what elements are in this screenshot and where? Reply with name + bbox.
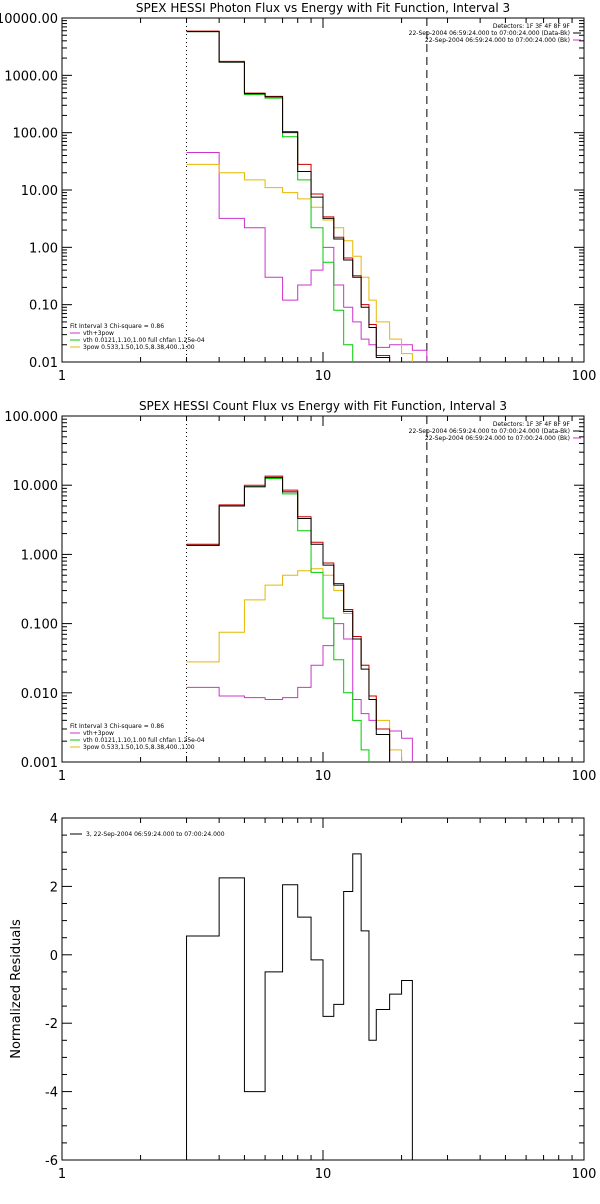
y-tick-label: 10.000 [13, 479, 59, 494]
x-tick-label: 10 [315, 769, 332, 784]
residuals-panel: 1 10 100 -6 -4 -2 0 2 4 Normalized Residuals 3, 22… [9, 812, 596, 1182]
info-line: 22-Sep-2004 06:59:24.000 to 07:00:24.000… [425, 37, 570, 44]
series-3-step-line [186, 152, 428, 362]
y-tick-label: 0.100 [21, 618, 58, 633]
info-line: Detectors: 1F 3F 4F 8F 9F [493, 23, 571, 30]
info-line: Detectors: 1F 3F 4F 8F 9F [493, 421, 571, 428]
series-0-step-line [186, 853, 413, 1160]
y-tick-label: 1.00 [29, 241, 58, 256]
y-tick-label: 1.000 [21, 548, 58, 563]
info-line: 22-Sep-2004 06:59:24.000 to 07:00:24.000… [425, 435, 570, 442]
fit-legend-text: 3pow 0.533,1.50,10.5,8.38,400.,1.00 [83, 344, 195, 351]
y-tick-label: 0.010 [21, 687, 58, 702]
plot-frame [61, 17, 585, 363]
count-flux-panel: SPEX HESSI Count Flux vs Energy with Fit… [4, 399, 596, 784]
y-tick-label: 10.00 [21, 184, 58, 199]
y-tick-label: 0.10 [29, 299, 58, 314]
fit-legend-text: vth 0.0121,1.10,1.00 full chfan 1.25e-04 [83, 737, 205, 744]
y-tick-label: 0.001 [21, 756, 58, 771]
y-axis-label: Normalized Residuals [9, 919, 24, 1059]
y-tick-label: 0.01 [29, 356, 58, 371]
y-tick-label: 100.00 [13, 127, 59, 142]
plot-data [186, 18, 428, 362]
y-tick-label: 1000.00 [4, 69, 58, 84]
series-4-step-line [186, 163, 413, 362]
series-1-step-line [186, 30, 391, 362]
series-2-step-line [186, 31, 354, 362]
series-2-step-line [186, 477, 370, 762]
y-tick-label: 100.000 [4, 410, 58, 425]
y-tick-label: 0 [50, 949, 58, 964]
y-tick-label: 2 [50, 880, 58, 895]
series-0-step-line [186, 31, 391, 362]
y-tick-label: 4 [50, 812, 58, 827]
plot-data [186, 416, 428, 762]
x-tick-label: 10 [315, 369, 332, 384]
x-tick-label: 100 [572, 369, 597, 384]
series-3-step-line [186, 623, 413, 762]
info-line: 22-Sep-2004 06:59:24.000 to 07:00:24.000… [409, 30, 570, 37]
y-tick-label: -2 [45, 1017, 58, 1032]
plot-data [186, 853, 413, 1160]
info-line: 22-Sep-2004 06:59:24.000 to 07:00:24.000… [409, 428, 570, 435]
x-tick-label: 1 [58, 369, 66, 384]
x-tick-label: 100 [572, 1167, 597, 1182]
x-tick-label: 10 [315, 1167, 332, 1182]
fit-legend-text: 3pow 0.533,1.50,10.5,8.38,400.,1.00 [83, 744, 195, 751]
fit-legend-title: Fit Interval 3 Chi-square = 0.86 [70, 723, 164, 730]
x-tick-label: 1 [58, 769, 66, 784]
y-tick-label: 10000.00 [0, 12, 58, 27]
series-4-step-line [186, 568, 403, 762]
fit-legend-text: vth+3pow [83, 330, 114, 337]
series-0-step-line [186, 476, 391, 762]
x-tick-label: 1 [58, 1167, 66, 1182]
y-tick-label: -4 [45, 1086, 58, 1101]
fit-legend-text: vth+3pow [83, 730, 114, 737]
chart-title: SPEX HESSI Photon Flux vs Energy with Fi… [136, 1, 510, 15]
residual-legend-text: 3, 22-Sep-2004 06:59:24.000 to 07:00:24.… [86, 831, 225, 838]
series-1-step-line [186, 475, 391, 762]
x-tick-label: 100 [572, 769, 597, 784]
photon-flux-panel: SPEX HESSI Photon Flux vs Energy with Fi… [0, 1, 596, 384]
y-tick-label: -6 [45, 1154, 58, 1169]
chart-title: SPEX HESSI Count Flux vs Energy with Fit… [139, 399, 507, 413]
fit-legend-text: vth 0.0121,1.10,1.00 full chfan 1.25e-04 [83, 337, 205, 344]
fit-legend-title: Fit Interval 3 Chi-square = 0.86 [70, 323, 164, 330]
